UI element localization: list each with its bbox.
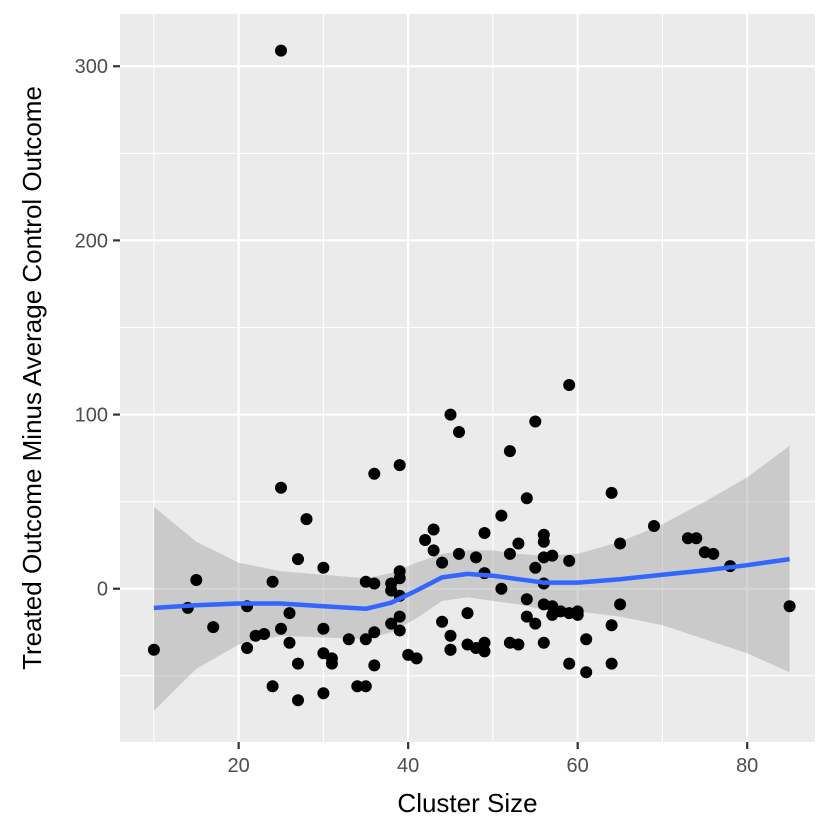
data-points xyxy=(147,44,796,707)
y-tick-label: 100 xyxy=(75,405,108,427)
data-point xyxy=(571,608,584,621)
plot-panel xyxy=(120,14,815,742)
data-point xyxy=(707,547,720,560)
data-point xyxy=(495,582,508,595)
minor-gridlines xyxy=(120,14,815,742)
data-point xyxy=(512,638,525,651)
data-point xyxy=(266,575,279,588)
x-tick-label: 80 xyxy=(736,755,758,777)
data-point xyxy=(258,628,271,640)
data-point xyxy=(368,626,381,639)
x-tick-label: 20 xyxy=(228,755,250,777)
confidence-band xyxy=(153,445,790,711)
y-axis-title: Treated Outcome Minus Average Control Ou… xyxy=(17,86,47,670)
data-point xyxy=(537,636,550,649)
x-tick-label: 40 xyxy=(397,755,419,777)
data-point xyxy=(410,652,423,665)
data-point xyxy=(546,549,559,562)
data-point xyxy=(368,577,381,590)
data-point xyxy=(317,687,330,700)
data-point xyxy=(241,642,254,654)
data-point xyxy=(580,633,593,646)
data-point xyxy=(520,492,533,505)
data-point xyxy=(690,532,703,545)
x-axis: 20 40 60 80 xyxy=(228,742,758,777)
data-point xyxy=(605,657,618,670)
data-point xyxy=(563,379,576,391)
data-point xyxy=(275,622,287,635)
data-point xyxy=(444,643,457,656)
data-point xyxy=(436,556,449,569)
data-point xyxy=(359,633,372,646)
x-tick-label: 60 xyxy=(567,755,589,777)
data-point xyxy=(275,481,287,494)
data-point xyxy=(444,408,457,421)
smooth-line xyxy=(153,556,790,612)
data-point xyxy=(537,535,550,548)
data-point xyxy=(427,544,440,557)
data-point xyxy=(275,44,287,57)
data-point xyxy=(368,467,381,480)
data-point xyxy=(325,657,338,670)
data-point xyxy=(478,527,491,539)
data-point xyxy=(419,534,432,546)
data-point xyxy=(385,617,398,630)
data-point xyxy=(614,537,627,550)
data-point xyxy=(453,547,465,560)
data-point xyxy=(147,643,160,656)
data-point xyxy=(368,659,381,672)
data-point xyxy=(783,600,796,613)
y-tick-label: 0 xyxy=(97,579,108,601)
data-point xyxy=(300,513,313,526)
data-point xyxy=(427,523,440,536)
data-point xyxy=(283,607,296,620)
data-point xyxy=(605,486,618,499)
data-point xyxy=(520,593,533,606)
data-point xyxy=(563,657,576,670)
data-point xyxy=(351,680,364,693)
data-point xyxy=(342,633,355,646)
data-point xyxy=(393,624,406,637)
data-point xyxy=(495,509,508,522)
data-point xyxy=(580,666,593,679)
data-point xyxy=(614,598,627,611)
data-point xyxy=(292,657,304,670)
data-point xyxy=(266,680,279,693)
data-point xyxy=(317,622,330,635)
data-point xyxy=(529,561,542,574)
data-point xyxy=(393,610,406,623)
x-axis-title: Cluster Size xyxy=(397,788,537,818)
data-point xyxy=(393,572,406,585)
data-point xyxy=(292,553,304,566)
data-point xyxy=(317,561,330,574)
data-point xyxy=(478,645,491,658)
data-point xyxy=(190,574,203,586)
data-point xyxy=(453,426,465,438)
data-point xyxy=(605,619,618,632)
data-point xyxy=(436,615,449,628)
data-point xyxy=(359,680,372,693)
data-point xyxy=(207,621,220,634)
y-tick-label: 200 xyxy=(75,230,108,252)
data-point xyxy=(512,537,525,550)
data-point xyxy=(503,445,516,458)
data-point xyxy=(563,554,576,567)
y-axis: 0 100 200 300 xyxy=(75,56,120,601)
data-point xyxy=(478,636,491,649)
y-tick-label: 300 xyxy=(75,56,108,78)
data-point xyxy=(648,520,660,532)
data-point xyxy=(503,547,516,560)
data-point xyxy=(470,551,482,564)
data-point xyxy=(529,617,542,630)
data-point xyxy=(529,415,542,428)
data-point xyxy=(681,532,694,545)
data-point xyxy=(283,636,296,649)
data-point xyxy=(461,607,474,620)
data-point xyxy=(393,459,406,472)
data-point xyxy=(292,694,304,707)
data-point xyxy=(444,629,457,642)
data-point xyxy=(520,610,533,623)
